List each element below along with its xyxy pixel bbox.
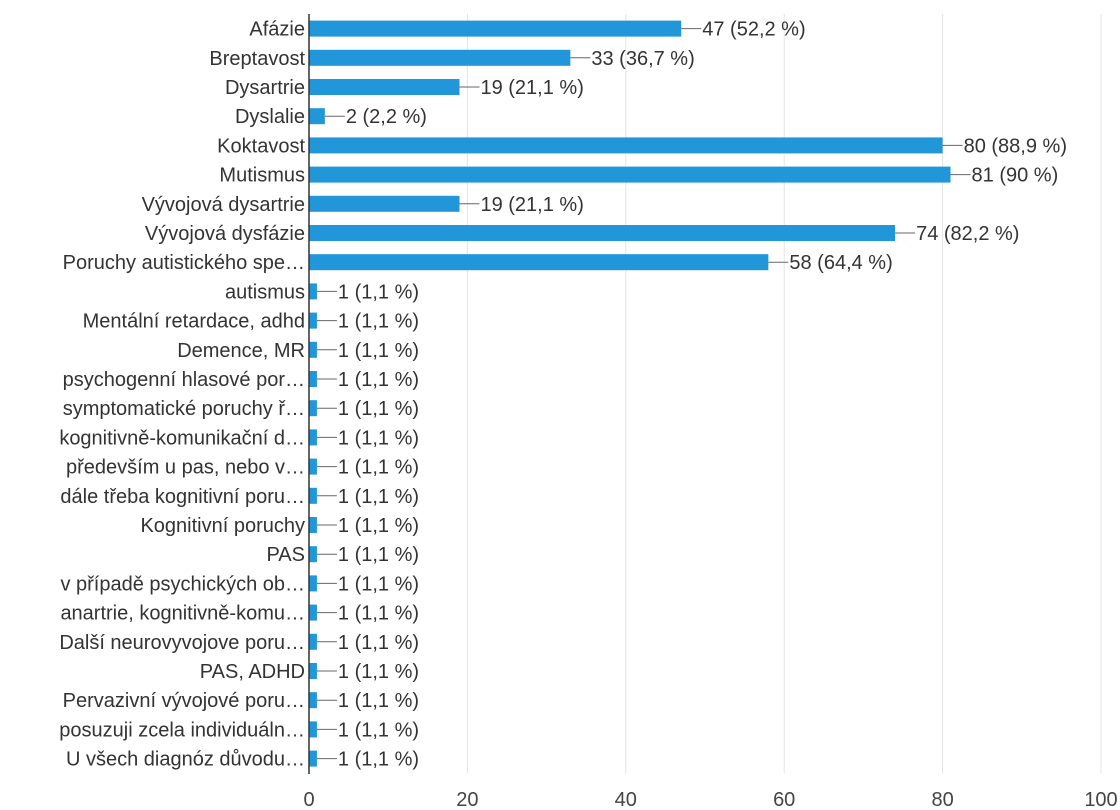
value-label: 1 (1,1 %) xyxy=(338,573,419,595)
category-label: Mutismus xyxy=(219,165,305,187)
value-label: 1 (1,1 %) xyxy=(338,281,419,303)
category-labels: Afázie Breptavost Dysartrie Dyslalie Koktavo… xyxy=(59,19,305,771)
x-tick-label: 100 xyxy=(1084,789,1117,810)
value-label: 1 (1,1 %) xyxy=(338,457,419,479)
category-label: symptomatické poruchy ř… xyxy=(63,398,305,420)
value-label: 1 (1,1 %) xyxy=(338,340,419,362)
bar xyxy=(309,546,317,563)
bar xyxy=(309,604,317,621)
bar xyxy=(309,20,682,37)
bar xyxy=(309,254,769,271)
x-tick-label: 40 xyxy=(615,789,637,810)
bar xyxy=(309,633,317,650)
category-label: PAS, ADHD xyxy=(200,661,305,683)
category-label: Dysartrie xyxy=(225,77,305,99)
category-label: především u pas, nebo v… xyxy=(66,457,305,479)
category-label: autismus xyxy=(225,281,305,303)
category-label: Koktavost xyxy=(217,135,305,157)
value-label: 74 (82,2 %) xyxy=(916,223,1019,245)
bar xyxy=(309,429,317,446)
x-tick-label: 20 xyxy=(456,789,478,810)
bar xyxy=(309,371,317,387)
bar xyxy=(309,487,317,504)
value-label: 1 (1,1 %) xyxy=(338,603,419,625)
value-label: 81 (90 %) xyxy=(972,165,1059,187)
bars xyxy=(309,20,951,767)
value-label: 1 (1,1 %) xyxy=(338,661,419,683)
bar xyxy=(309,108,325,125)
value-label: 1 (1,1 %) xyxy=(338,486,419,508)
value-label: 1 (1,1 %) xyxy=(338,632,419,654)
x-tick-label: 60 xyxy=(773,789,795,810)
category-label: anartrie, kognitivně-komu… xyxy=(60,603,305,625)
bar xyxy=(309,49,571,66)
value-label: 19 (21,1 %) xyxy=(480,194,583,216)
bar xyxy=(309,575,317,592)
bar xyxy=(309,663,317,679)
value-label: 1 (1,1 %) xyxy=(338,690,419,712)
value-label: 80 (88,9 %) xyxy=(964,135,1067,157)
category-label: v případě psychických ob… xyxy=(60,573,305,595)
bar xyxy=(309,225,896,241)
value-label: 1 (1,1 %) xyxy=(338,311,419,333)
grid-lines xyxy=(466,14,1102,774)
value-label: 1 (1,1 %) xyxy=(338,544,419,566)
bar xyxy=(309,750,317,767)
category-label: PAS xyxy=(266,544,305,566)
bar xyxy=(309,692,317,709)
category-label: Mentální retardace, adhd xyxy=(83,311,305,333)
value-label: 1 (1,1 %) xyxy=(338,427,419,449)
category-label: Pervazivní vývojové poru… xyxy=(63,690,305,712)
bar xyxy=(309,517,317,533)
category-label: Poruchy autistického spe… xyxy=(63,252,305,274)
bar xyxy=(309,137,943,154)
x-axis-ticks: 0 20 40 60 80 100 xyxy=(303,789,1117,810)
bar xyxy=(309,195,460,212)
value-label: 2 (2,2 %) xyxy=(346,106,427,128)
bar xyxy=(309,458,317,475)
bar xyxy=(309,721,317,738)
value-label: 1 (1,1 %) xyxy=(338,369,419,391)
x-tick-label: 0 xyxy=(303,789,314,810)
value-label: 58 (64,4 %) xyxy=(789,252,892,274)
category-label: Vývojová dysartrie xyxy=(142,194,305,216)
bar xyxy=(309,341,317,358)
category-label: psychogenní hlasové por… xyxy=(63,369,305,391)
category-label: Vývojová dysfázie xyxy=(145,223,305,245)
category-label: Demence, MR xyxy=(177,340,305,362)
value-label: 1 (1,1 %) xyxy=(338,515,419,537)
value-label: 1 (1,1 %) xyxy=(338,719,419,741)
category-label: Další neurovyvojove poru… xyxy=(59,632,305,654)
value-label: 1 (1,1 %) xyxy=(338,749,419,771)
category-label: posuzuji zcela individuáln… xyxy=(59,719,305,741)
category-label: Dyslalie xyxy=(235,106,305,128)
category-label: kognitivně-komunikační d… xyxy=(59,427,305,449)
category-label: Kognitivní poruchy xyxy=(140,515,305,537)
category-label: U všech diagnóz důvodu… xyxy=(66,749,305,771)
value-label: 47 (52,2 %) xyxy=(702,19,805,41)
value-label: 33 (36,7 %) xyxy=(591,48,694,70)
x-tick-label: 80 xyxy=(931,789,953,810)
bar xyxy=(309,79,460,95)
value-label: 19 (21,1 %) xyxy=(480,77,583,99)
bar xyxy=(309,312,317,329)
value-label: 1 (1,1 %) xyxy=(338,398,419,420)
category-label: Afázie xyxy=(249,19,305,41)
bar xyxy=(309,400,317,417)
value-labels: 47 (52,2 %) 33 (36,7 %) 19 (21,1 %) 2 (2,2 … xyxy=(316,19,1067,771)
category-label: Breptavost xyxy=(209,48,305,70)
category-label: dále třeba kognitivní poru… xyxy=(60,486,305,508)
bar xyxy=(309,166,951,183)
bar xyxy=(309,283,317,300)
